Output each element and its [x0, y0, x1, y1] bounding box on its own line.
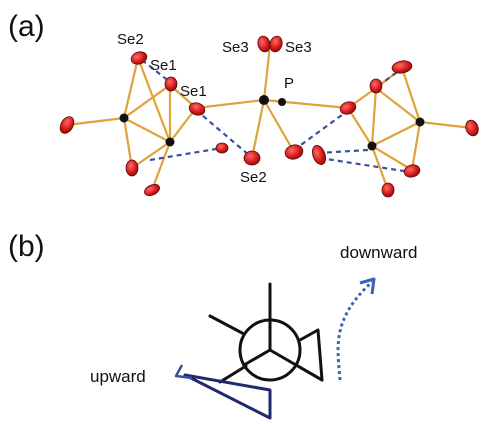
panel-a-label: (a) [8, 10, 45, 43]
panel-b-label: (b) [8, 230, 45, 263]
atom-label-p: P [284, 75, 294, 92]
newman-projection: downward upward [90, 243, 418, 420]
upward-triangle [183, 373, 272, 420]
downward-arrowhead [359, 277, 376, 295]
atom-label-se1-mid: Se1 [180, 83, 207, 100]
upward-arrowhead [174, 364, 193, 380]
downward-label: downward [340, 243, 418, 262]
red-atoms [59, 35, 479, 198]
dashed-contacts [141, 59, 411, 174]
right-wedge [295, 329, 324, 382]
molecule-structure: Se2 Se1 Se1 Se3 Se3 P Se2 [59, 31, 479, 198]
bond-network [65, 43, 474, 192]
black-atoms [119, 95, 425, 151]
upward-label: upward [90, 367, 146, 386]
atom-label-se3-left: Se3 [222, 39, 249, 56]
downward-dotted-arrow [336, 280, 374, 381]
atom-label-se3-right: Se3 [285, 39, 312, 56]
atom-label-se1-top: Se1 [150, 57, 177, 74]
atom-label-se2-top: Se2 [117, 31, 144, 48]
atom-label-se2-bottom: Se2 [240, 169, 267, 186]
newman-front-bonds [218, 318, 324, 384]
